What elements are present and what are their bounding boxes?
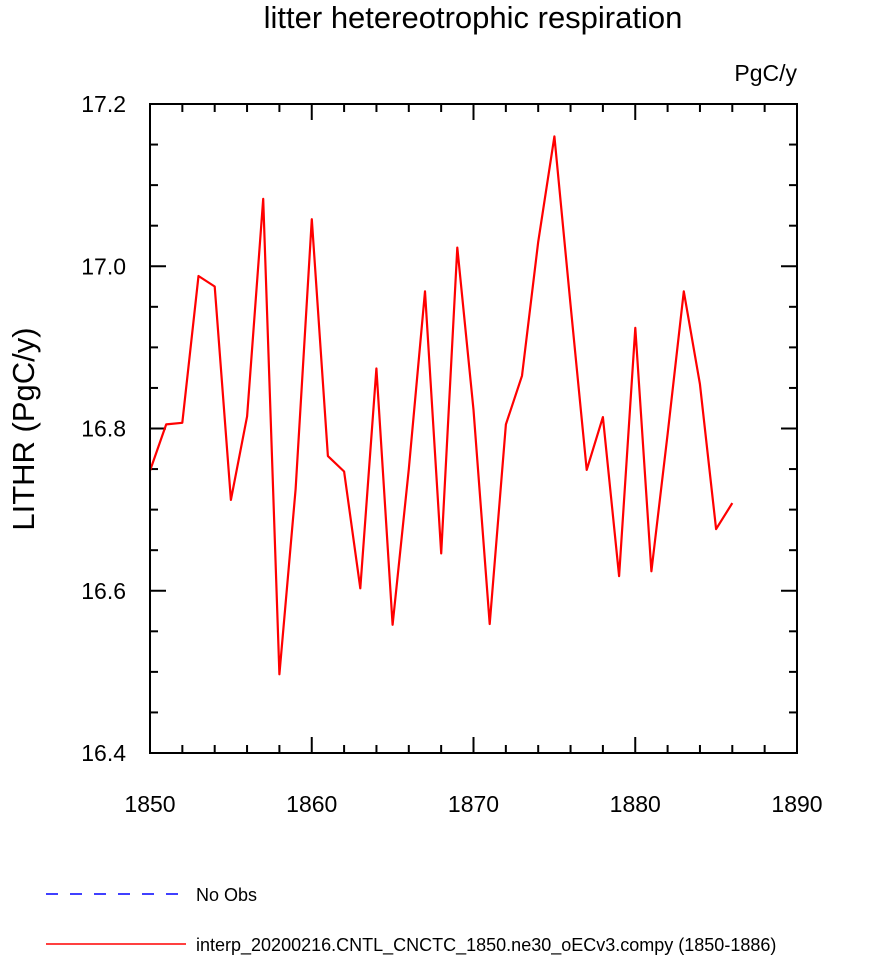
series-line: [148, 135, 734, 676]
y-tick-label: 16.6: [81, 578, 126, 604]
legend-label: No Obs: [196, 885, 257, 905]
y-tick-label: 16.8: [81, 416, 126, 442]
x-tick-label: 1890: [771, 791, 822, 817]
y-axis-label: LITHR (PgC/y): [6, 327, 41, 530]
axis-tick-labels: 1850 1860 1870 1880 1890 16.4 16.6 16.8 17.0 17.2: [81, 91, 822, 817]
x-tick-label: 1850: [124, 791, 175, 817]
legend-label: interp_20200216.CNTL_CNCTC_1850.ne30_oEC…: [196, 935, 776, 956]
units-label: PgC/y: [734, 60, 797, 86]
plot-frame: [149, 103, 798, 754]
chart-title: litter hetereotrophic respiration: [264, 0, 683, 35]
plot-lines: [148, 135, 734, 676]
x-tick-label: 1870: [448, 791, 499, 817]
legend: No Obs interp_20200216.CNTL_CNCTC_1850.ne…: [46, 885, 776, 956]
axis-ticks: [149, 103, 798, 754]
x-tick-label: 1880: [610, 791, 661, 817]
y-tick-label: 17.2: [81, 91, 126, 117]
y-tick-label: 17.0: [81, 253, 126, 279]
x-tick-label: 1860: [286, 791, 337, 817]
y-tick-label: 16.4: [81, 740, 126, 766]
